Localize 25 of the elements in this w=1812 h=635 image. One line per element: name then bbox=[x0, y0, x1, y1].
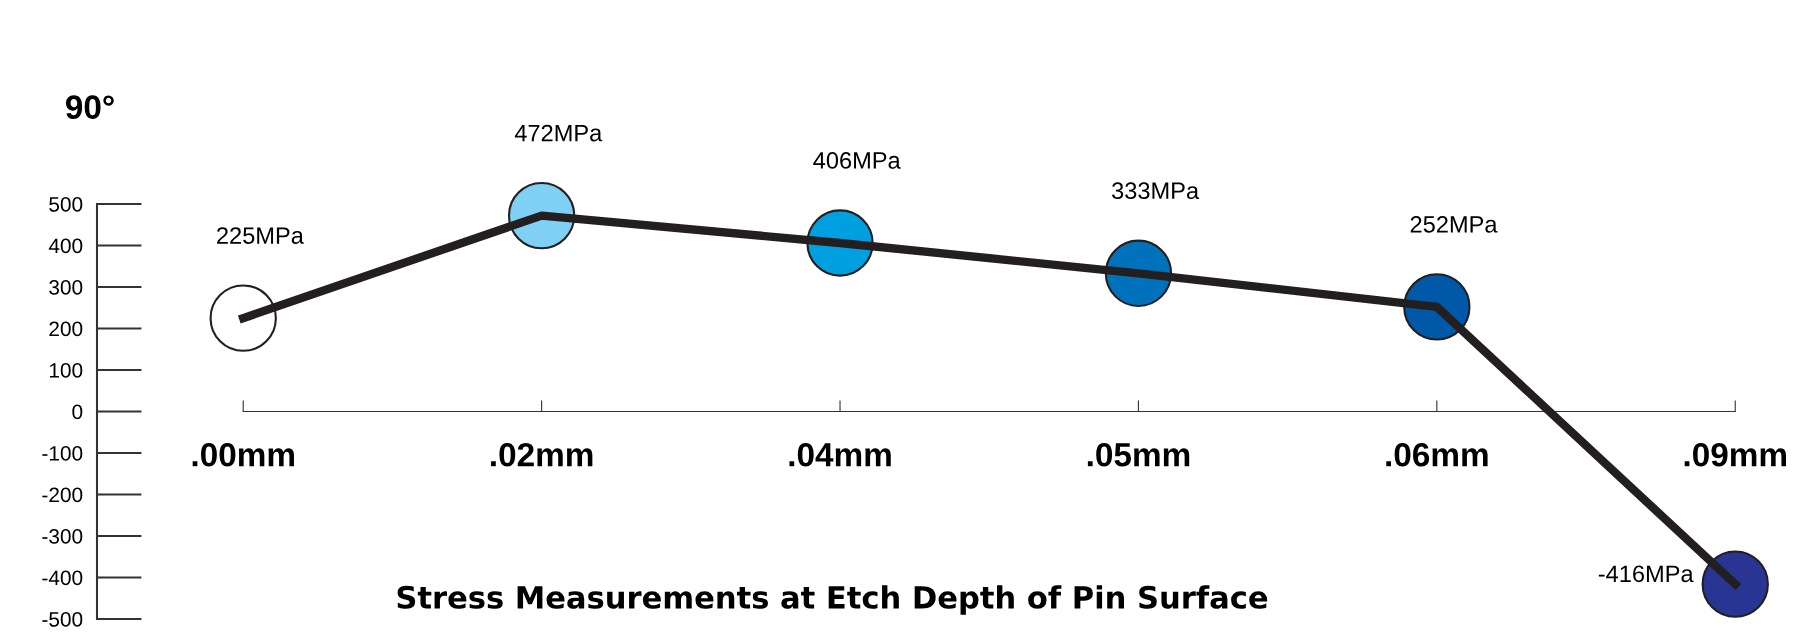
x-tick-label: .02mm bbox=[491, 442, 593, 467]
x-tick-label: .04mm bbox=[789, 442, 891, 467]
data-label: 252MPa bbox=[1410, 215, 1498, 233]
text: 90° bbox=[65, 95, 114, 119]
data-label: 225MPa bbox=[217, 227, 304, 244]
y-tick-label: -200 bbox=[42, 487, 83, 503]
y-tick-label: -500 bbox=[42, 612, 83, 627]
x-tick-label: .05mm bbox=[1087, 442, 1190, 467]
y-tick-label: 500 bbox=[49, 197, 83, 212]
y-tick-label: -100 bbox=[42, 446, 83, 461]
data-label: 472MPa bbox=[514, 124, 603, 142]
y-tick-label: 200 bbox=[49, 321, 83, 337]
text: Stress Measurements at Etch Depth of Pin Surface bbox=[397, 585, 1268, 615]
data-label: 406MPa bbox=[813, 152, 901, 169]
y-tick-label: -400 bbox=[42, 570, 83, 586]
y-tick-label: 100 bbox=[49, 363, 83, 378]
x-tick-label: .09mm bbox=[1684, 442, 1786, 467]
data-label: -416MPa bbox=[1598, 565, 1694, 583]
y-tick-label: -300 bbox=[42, 529, 83, 544]
y-tick-label: 0 bbox=[72, 404, 83, 420]
data-label: 333MPa bbox=[1112, 182, 1200, 200]
y-tick-label: 300 bbox=[49, 280, 83, 295]
x-tick-label: .06mm bbox=[1386, 442, 1488, 467]
x-tick-label: .00mm bbox=[192, 442, 294, 467]
y-tick-label: 400 bbox=[48, 238, 83, 254]
